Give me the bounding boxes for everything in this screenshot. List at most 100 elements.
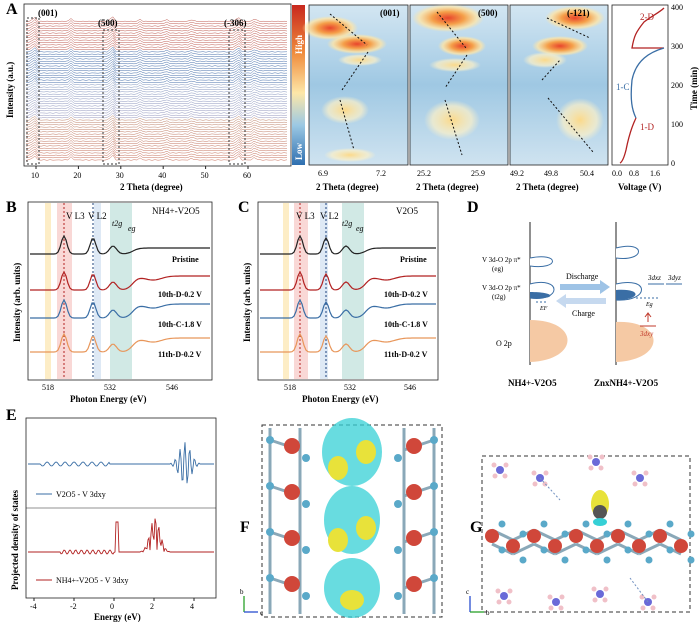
xrd-scan-line <box>25 77 288 83</box>
f-atoms <box>266 428 438 614</box>
xrd-scan-line <box>25 63 288 69</box>
b-edge-l2: V L2 <box>88 211 107 221</box>
g-h-atom <box>592 597 598 603</box>
f-v-atom <box>406 484 422 500</box>
panel-b-xas: B V L3 V L2 t2g eg NH4+-V2O5 Pristine 10… <box>6 199 213 404</box>
xrd-tick-label: 40 <box>158 171 166 180</box>
xas-curve <box>260 298 436 319</box>
f-v-atom <box>284 438 300 454</box>
xrd-scan-line <box>25 105 287 112</box>
b-curve-11d: 11th-D-0.2 V <box>158 350 202 359</box>
voltage-tick-2: 1.6 <box>650 169 660 178</box>
panel-label-d: D <box>467 199 479 216</box>
panel-e-pdos: E V2O5 - V 3dxy NH4+-V2O5 - V 3dxy Proje… <box>6 407 217 622</box>
f-o-atom <box>266 528 274 536</box>
g-o-atom <box>498 546 506 554</box>
panel-label-b: B <box>6 199 17 216</box>
box-500 <box>102 29 120 165</box>
g-h-atom <box>602 597 608 603</box>
g-o-atom <box>561 556 569 564</box>
peak-label-001: (001) <box>38 8 58 18</box>
xrd-scan-line <box>25 115 288 121</box>
map-500-tick-1: 25.2 <box>417 169 431 178</box>
g-axis-b: b <box>486 609 490 617</box>
xrd-scan-line <box>25 65 288 72</box>
g-o-atom <box>603 530 611 538</box>
g-o-atom <box>519 530 527 538</box>
xas-curve <box>30 332 210 353</box>
g-h-atom <box>599 454 605 460</box>
g-v-atom <box>674 539 688 553</box>
c-curve-11d: 11th-D-0.2 V <box>384 350 428 359</box>
f-axes: b c <box>240 588 263 617</box>
g-n-atom <box>636 474 644 482</box>
xrd-waterfall-lines <box>25 16 288 161</box>
f-o-atom <box>302 500 310 508</box>
map-121-xlabel: 2 Theta (degree) <box>516 182 579 192</box>
pdos-xticks: -4 -2 0 2 4 <box>30 598 195 611</box>
voltage-tick-0: 0.0 <box>612 169 622 178</box>
xrd-scan-line <box>25 103 288 109</box>
g-v-atom <box>548 539 562 553</box>
f-axis-c: c <box>260 609 263 617</box>
e-xlabel: Energy (eV) <box>94 612 141 622</box>
b-curve-10d: 10th-D-0.2 V <box>158 290 202 299</box>
xrd-scan-line <box>25 129 288 135</box>
xrd-scan-line <box>25 109 288 116</box>
g-o-atom <box>540 520 548 528</box>
colorbar-low-label: Low <box>294 142 304 160</box>
time-tick-100: 100 <box>671 120 683 129</box>
b-curve-10c: 10th-C-1.8 V <box>158 320 202 329</box>
pdos-tick-label: -2 <box>70 602 77 611</box>
xrd-scan-line <box>25 48 288 55</box>
d-eg: Eg <box>645 302 653 308</box>
time-tick-200: 200 <box>671 81 683 90</box>
c-sample-name: V2O5 <box>396 206 418 216</box>
pdos-tick-label: 0 <box>110 602 114 611</box>
f-v-atom <box>406 576 422 592</box>
xrd-scan-line <box>25 81 288 88</box>
g-h-atom <box>588 465 594 471</box>
pdos-tick-label: 4 <box>190 602 194 611</box>
g-h-atom <box>506 599 512 605</box>
d-level-o2p: O 2p <box>496 339 512 348</box>
xrd-scan-line <box>25 119 288 126</box>
f-o-atom <box>266 436 274 444</box>
pdos-v2o5-line <box>28 442 214 484</box>
c-xtick-532: 532 <box>344 383 356 392</box>
xrd-scan-line <box>25 25 288 32</box>
g-h-atom <box>543 470 549 476</box>
map-500: (500) 25.2 25.9 2 Theta (degree) <box>409 4 509 192</box>
f-axis-b: b <box>240 588 244 596</box>
xrd-scan-line <box>25 145 288 152</box>
c-xtick-518: 518 <box>284 383 296 392</box>
map-121: (-121) 49.2 49.8 50.4 2 Theta (degree) <box>509 4 609 192</box>
panel-label-f: F <box>240 519 250 536</box>
xrd-scan-line <box>25 112 288 119</box>
e-legend-bottom: NH4+-V2O5 - V 3dxy <box>56 576 128 585</box>
xrd-scan-line <box>25 121 288 128</box>
g-v-atom <box>506 539 520 553</box>
g-o-atom <box>603 556 611 564</box>
f-v-atom <box>406 530 422 546</box>
xrd-scan-line <box>25 30 288 36</box>
f-o-atom <box>394 500 402 508</box>
d-arrow-discharge: Discharge <box>566 272 599 281</box>
g-v-atom <box>611 529 625 543</box>
panel-label-c: C <box>238 199 250 216</box>
xrd-scan-line <box>26 150 288 156</box>
xrd-xticks: 10 20 30 40 50 60 <box>31 166 251 180</box>
b-edge-eg: eg <box>128 224 136 233</box>
d-right-name: ZnxNH4+-V2O5 <box>594 378 659 388</box>
xrd-scan-line <box>25 53 287 60</box>
g-h-atom <box>587 454 593 460</box>
f-o-atom <box>394 592 402 600</box>
pdos-nh4-v2o5-line <box>28 518 214 555</box>
d-left-name: NH4+-V2O5 <box>508 378 557 388</box>
xrd-scan-line <box>25 44 288 51</box>
xas-curve <box>260 234 436 255</box>
time-tick-400: 400 <box>671 3 683 12</box>
xrd-scan-line <box>25 18 288 25</box>
colorbar-high-label: High <box>294 35 304 54</box>
